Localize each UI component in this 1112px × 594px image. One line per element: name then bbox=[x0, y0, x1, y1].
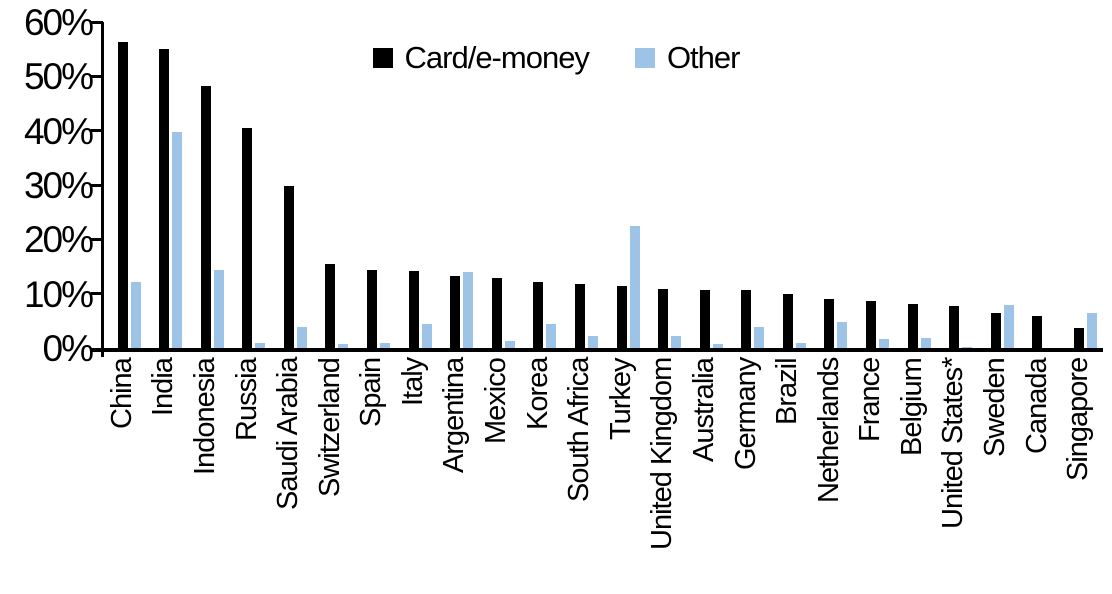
x-tick-label: Singapore bbox=[1062, 358, 1095, 482]
y-tick-label: 10% bbox=[23, 273, 94, 315]
bar-card bbox=[325, 263, 336, 348]
x-axis-line bbox=[91, 348, 1103, 352]
x-tick-label: Indonesia bbox=[188, 358, 221, 475]
legend-item-card-e-money: Card/e-money bbox=[372, 40, 590, 76]
x-tick-label: Russia bbox=[230, 358, 263, 441]
x-tick-label: China bbox=[105, 358, 138, 429]
bar-other bbox=[837, 322, 848, 348]
bar-other bbox=[587, 335, 598, 348]
x-tick-label: Brazil bbox=[771, 358, 804, 425]
legend-swatch-card-icon bbox=[372, 48, 393, 68]
bar-card bbox=[574, 283, 585, 348]
x-tick-label: South Africa bbox=[563, 358, 596, 503]
bar-other bbox=[1003, 305, 1014, 348]
bar-card bbox=[367, 270, 377, 348]
bar-card bbox=[699, 289, 710, 348]
y-tick bbox=[91, 129, 103, 133]
bar-card bbox=[782, 294, 793, 348]
y-tick-label: 20% bbox=[23, 219, 94, 261]
bar-card bbox=[949, 305, 960, 348]
bar-other bbox=[463, 272, 474, 348]
bar-other bbox=[255, 342, 266, 348]
bar-other bbox=[962, 346, 973, 348]
bar-other bbox=[1086, 312, 1097, 348]
bar-card bbox=[491, 277, 502, 348]
x-tick-label: Turkey bbox=[604, 358, 637, 440]
y-tick bbox=[91, 74, 103, 78]
bar-card bbox=[866, 301, 876, 348]
x-tick-label: Canada bbox=[1020, 358, 1053, 454]
x-tick-label: Mexico bbox=[480, 358, 513, 444]
bar-card bbox=[1032, 316, 1043, 348]
bar-card bbox=[408, 271, 419, 348]
y-tick bbox=[91, 183, 103, 187]
bar-other bbox=[629, 225, 640, 348]
bar-other bbox=[879, 339, 889, 348]
legend-swatch-other-icon bbox=[634, 48, 655, 68]
bar-card bbox=[533, 282, 544, 348]
bar-card bbox=[824, 298, 835, 348]
x-tick-label: United Kingdom bbox=[646, 358, 679, 551]
x-tick-label: Sweden bbox=[979, 358, 1012, 457]
x-tick-label: Italy bbox=[396, 358, 429, 407]
x-tick-label: India bbox=[147, 358, 180, 416]
y-tick bbox=[91, 20, 103, 24]
x-tick-label: Australia bbox=[687, 358, 720, 462]
y-tick-label: 50% bbox=[23, 56, 94, 98]
bar-other bbox=[213, 269, 224, 348]
bar-card bbox=[990, 313, 1001, 348]
bar-card bbox=[200, 85, 211, 348]
bar-other bbox=[172, 131, 183, 348]
legend-label-card: Card/e-money bbox=[404, 40, 590, 75]
bar-card bbox=[450, 275, 461, 348]
x-tick-label: Saudi Arabia bbox=[272, 358, 305, 511]
x-tick-label: Argentina bbox=[438, 358, 471, 474]
bar-card bbox=[658, 288, 669, 348]
bar-other bbox=[130, 281, 141, 348]
bar-card bbox=[616, 285, 627, 348]
x-tick-label: Belgium bbox=[895, 358, 928, 456]
y-axis-line bbox=[101, 22, 104, 357]
bar-other bbox=[671, 335, 682, 348]
y-tick-label: 30% bbox=[23, 165, 94, 206]
bar-card bbox=[283, 186, 294, 348]
y-tick-label: 60% bbox=[23, 2, 94, 43]
x-tick-label: Netherlands bbox=[812, 358, 845, 504]
bar-other bbox=[920, 337, 931, 348]
bar-card bbox=[741, 290, 752, 348]
x-tick-label: Germany bbox=[729, 358, 762, 471]
y-tick-label: 0% bbox=[42, 328, 94, 369]
bar-other bbox=[712, 343, 723, 348]
bar-card bbox=[1073, 327, 1084, 348]
y-tick-label: 40% bbox=[23, 110, 94, 152]
bar-card bbox=[159, 48, 170, 348]
bar-card bbox=[242, 128, 253, 348]
bar-other bbox=[795, 342, 806, 348]
bar-other bbox=[754, 327, 765, 348]
x-tick-label: Switzerland bbox=[313, 358, 346, 497]
bar-other bbox=[296, 327, 307, 348]
bar-other bbox=[380, 342, 390, 348]
x-tick-label: Spain bbox=[355, 358, 388, 428]
x-tick-label: United States* bbox=[937, 358, 970, 530]
bar-other bbox=[338, 343, 349, 348]
x-tick-label: France bbox=[854, 358, 887, 443]
y-tick bbox=[91, 292, 103, 296]
legend-label-other: Other bbox=[666, 40, 741, 75]
bar-other bbox=[504, 341, 515, 348]
bar-other bbox=[421, 323, 432, 348]
bar-other bbox=[546, 324, 557, 348]
legend-item-other: Other bbox=[634, 40, 741, 76]
y-tick bbox=[91, 237, 103, 241]
bar-card bbox=[907, 303, 918, 348]
x-tick-label: Korea bbox=[521, 358, 554, 431]
bar-card bbox=[117, 41, 128, 348]
chart-legend: Card/e-money Other bbox=[0, 40, 1112, 76]
